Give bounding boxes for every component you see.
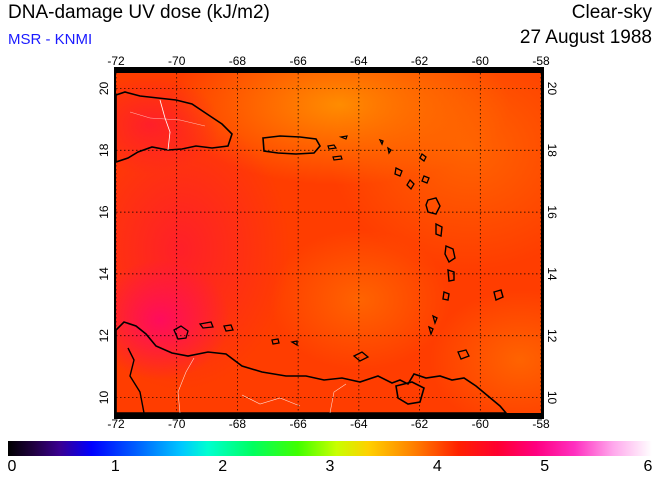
bottom-frame-bar: [114, 413, 544, 419]
source-label: MSR - KNMI: [8, 31, 93, 48]
colorbar-tick-label: 2: [218, 458, 228, 475]
latitude-tick-label-left: 12: [97, 329, 111, 343]
longitude-tick-label-bottom: -60: [472, 417, 490, 431]
south-america-coastline: [116, 321, 508, 413]
longitude-tick-label-bottom: -62: [411, 417, 429, 431]
longitude-tick-label-top: -58: [532, 54, 550, 68]
longitude-tick-label-bottom: -68: [229, 417, 247, 431]
uv-field: [116, 73, 541, 413]
colorbar-tick-label: 1: [110, 458, 120, 475]
hispaniola-province-lines: [129, 111, 206, 127]
latitude-tick-label-left: 10: [97, 391, 111, 405]
latitude-ticks-left: 10 12 14 16 18 20: [97, 81, 111, 404]
date-label: 27 August 1988: [519, 27, 652, 48]
longitude-tick-label-top: -72: [107, 54, 125, 68]
longitude-tick-label-top: -64: [350, 54, 368, 68]
latitude-tick-label-right: 20: [545, 82, 559, 96]
field-peak-southwest: [116, 260, 230, 380]
latitude-tick-label-right: 14: [545, 267, 559, 281]
hispaniola-border: [159, 99, 171, 151]
country-border-lines: [177, 357, 347, 413]
map-title: DNA-damage UV dose (kJ/m2): [8, 2, 270, 23]
longitude-tick-label-top: -60: [472, 54, 490, 68]
colorbar-tick-label: 0: [7, 458, 17, 475]
longitude-ticks-top: -72 -70 -68 -66 -64 -62 -60 -58: [107, 54, 550, 68]
trinidad-coastline: [395, 381, 425, 405]
colorbar-tick-label: 3: [325, 458, 335, 475]
colorbar-tick-label: 4: [432, 458, 442, 475]
latitude-tick-label-right: 12: [545, 329, 559, 343]
leeward-islands-coastline: [378, 138, 430, 191]
field-warm-east: [330, 73, 541, 270]
tobago-coastline: [457, 349, 470, 360]
dominica-coastline: [435, 222, 443, 237]
uv-dose-map: -72 -70 -68 -66 -64 -62 -60 -58 -72 -70 -68 -66 -64…: [97, 54, 559, 431]
guadeloupe-coastline: [425, 197, 441, 215]
martinique-coastline: [444, 244, 456, 264]
latitude-ticks-right: 10 12 14 16 18 20: [545, 82, 559, 405]
longitude-tick-label-bottom: -64: [350, 417, 368, 431]
latitude-tick-label-right: 16: [545, 205, 559, 219]
colorbar-tick-label: 6: [643, 458, 653, 475]
grenadines-coastline: [427, 314, 438, 337]
puerto-rico-coastline: [262, 135, 321, 155]
field-warm-southeast: [430, 290, 541, 413]
lake-maracaibo-shore: [127, 347, 145, 413]
longitude-tick-label-top: -66: [289, 54, 307, 68]
latitude-tick-label-right: 18: [545, 144, 559, 158]
longitude-tick-label-bottom: -58: [532, 417, 550, 431]
longitude-tick-label-top: -70: [168, 54, 186, 68]
colorbar-tick-label: 5: [540, 458, 550, 475]
longitude-tick-label-bottom: -70: [168, 417, 186, 431]
longitude-tick-label-bottom: -66: [289, 417, 307, 431]
latitude-tick-label-left: 18: [97, 143, 111, 157]
field-warm-south: [270, 230, 450, 370]
latitude-tick-label-left: 20: [97, 81, 111, 95]
abc-islands-coastline: [173, 321, 234, 340]
latitude-tick-label-right: 10: [545, 391, 559, 405]
hispaniola-coastline: [116, 91, 233, 163]
longitude-tick-label-bottom: -72: [107, 417, 125, 431]
right-frame-bar: [541, 67, 544, 419]
latitude-tick-label-left: 14: [97, 267, 111, 281]
top-frame-bar: [114, 67, 544, 73]
barbados-coastline: [493, 289, 504, 301]
left-frame-bar: [114, 67, 116, 419]
saint-lucia-coastline: [447, 268, 455, 282]
longitude-ticks-bottom: -72 -70 -68 -66 -64 -62 -60 -58: [107, 417, 550, 431]
saint-vincent-coastline: [442, 291, 450, 301]
sky-condition-label: Clear-sky: [571, 2, 652, 23]
longitude-tick-label-top: -62: [411, 54, 429, 68]
virgin-islands-coastline: [327, 135, 348, 161]
venezuelan-islands-coastline: [271, 338, 370, 362]
graticule: [116, 73, 541, 413]
colorbar: [8, 441, 652, 456]
latitude-tick-label-left: 16: [97, 205, 111, 219]
longitude-tick-label-top: -68: [229, 54, 247, 68]
